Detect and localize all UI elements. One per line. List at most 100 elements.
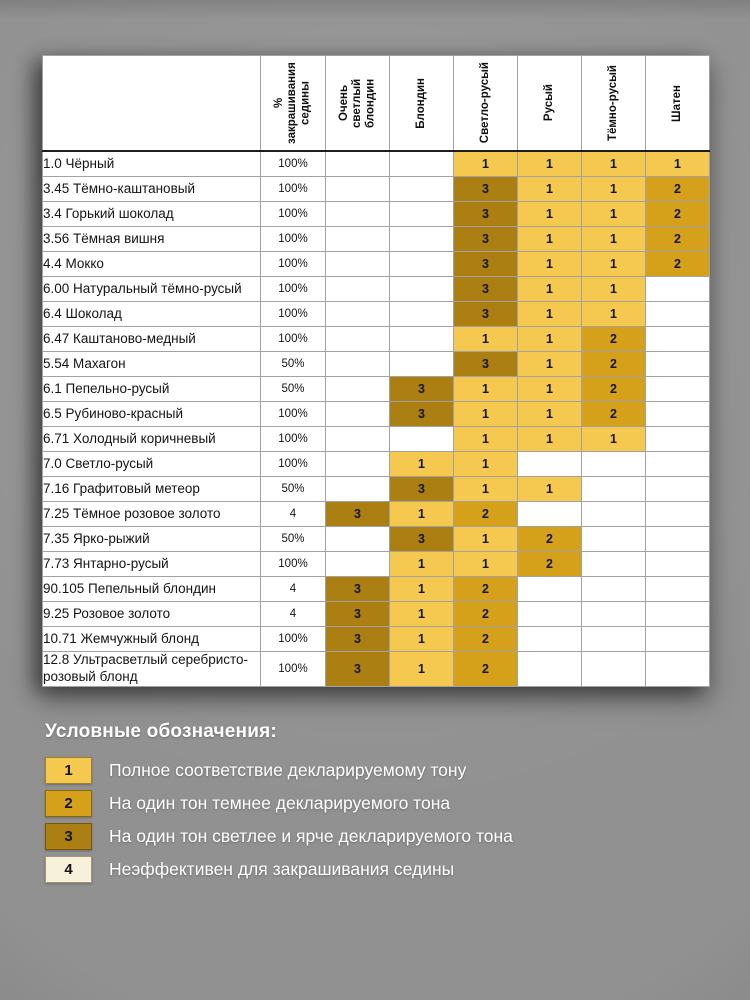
tone-result-cell (325, 150, 390, 177)
tone-result-cell: 1 (581, 276, 646, 302)
shade-name-cell: 1.0 Чёрный (42, 150, 261, 177)
tone-result-cell (645, 451, 710, 477)
tone-result-cell (581, 551, 646, 577)
table-row: 4.4 Мокко 100% 3 1 1 2 (42, 251, 710, 277)
tone-result-cell (645, 401, 710, 427)
tone-result-cell (645, 351, 710, 377)
legend-item: 2 На один тон темнее декларируемого тона (45, 790, 513, 817)
table-row: 5.54 Махагон 50% 3 1 2 (42, 351, 710, 377)
tone-result-cell: 1 (453, 526, 518, 552)
tone-result-cell: 1 (453, 476, 518, 502)
tone-result-cell (389, 351, 454, 377)
tone-result-cell: 3 (325, 651, 390, 687)
column-header: Очень светлый блондин (325, 55, 390, 152)
tone-result-cell (389, 301, 454, 327)
gray-coverage-cell: 100% (260, 326, 326, 352)
tone-result-cell (517, 601, 582, 627)
shade-name-cell: 90.105 Пепельный блондин (42, 576, 261, 602)
table-row: 7.25 Тёмное розовое золото 4 3 1 2 (42, 501, 710, 527)
legend-swatch: 1 (45, 757, 92, 784)
column-header: Светло-русый (453, 55, 518, 152)
tone-result-cell: 1 (645, 150, 710, 177)
tone-result-cell: 1 (517, 201, 582, 227)
column-header: Шатен (645, 55, 710, 152)
legend-swatch: 4 (45, 856, 92, 883)
tone-result-cell (517, 501, 582, 527)
tone-result-cell: 2 (453, 626, 518, 652)
gray-coverage-cell: 100% (260, 176, 326, 202)
gray-coverage-cell: 100% (260, 301, 326, 327)
tone-result-cell: 3 (389, 401, 454, 427)
tone-result-cell (645, 476, 710, 502)
tone-result-cell: 1 (517, 351, 582, 377)
table-row: 6.71 Холодный коричневый 100% 1 1 1 (42, 426, 710, 452)
table-row: 7.16 Графитовый метеор 50% 3 1 1 (42, 476, 710, 502)
tone-result-cell: 1 (517, 276, 582, 302)
tone-result-cell (325, 276, 390, 302)
tone-result-cell: 1 (389, 451, 454, 477)
tone-result-cell: 1 (517, 176, 582, 202)
legend-item-text: На один тон темнее декларируемого тона (109, 793, 451, 813)
tone-result-cell (581, 626, 646, 652)
tone-result-cell (645, 576, 710, 602)
hair-color-table: % закрашивания седины Очень светлый блонд… (42, 55, 710, 687)
tone-result-cell: 1 (389, 651, 454, 687)
tone-result-cell (645, 376, 710, 402)
tone-result-cell: 1 (581, 426, 646, 452)
tone-result-cell: 1 (581, 150, 646, 177)
tone-result-cell (325, 251, 390, 277)
tone-result-cell (645, 526, 710, 552)
tone-result-cell: 1 (517, 476, 582, 502)
table-row: 6.1 Пепельно-русый 50% 3 1 1 2 (42, 376, 710, 402)
shade-name-cell: 7.25 Тёмное розовое золото (42, 501, 261, 527)
table-row: 10.71 Жемчужный блонд 100% 3 1 2 (42, 626, 710, 652)
legend: Условные обозначения: 1 Полное соответств… (45, 721, 513, 889)
column-header-label: % закрашивания седины (273, 62, 312, 144)
gray-coverage-cell: 4 (260, 576, 326, 602)
gray-coverage-cell: 50% (260, 526, 326, 552)
shade-name-cell: 6.4 Шоколад (42, 301, 261, 327)
gray-coverage-cell: 100% (260, 251, 326, 277)
tone-result-cell: 1 (453, 150, 518, 177)
legend-item-text: Неэффективен для закрашивания седины (109, 859, 455, 879)
tone-result-cell: 1 (453, 326, 518, 352)
tone-result-cell: 2 (581, 351, 646, 377)
legend-item: 4 Неэффективен для закрашивания седины (45, 856, 513, 883)
gray-coverage-cell: 100% (260, 426, 326, 452)
column-header: Русый (517, 55, 582, 152)
tone-result-cell (645, 626, 710, 652)
gray-coverage-cell: 4 (260, 501, 326, 527)
legend-swatch: 2 (45, 790, 92, 817)
tone-result-cell (325, 351, 390, 377)
tone-result-cell: 1 (517, 226, 582, 252)
tone-result-cell: 1 (517, 426, 582, 452)
column-header-label: Очень светлый блондин (337, 78, 377, 128)
legend-item: 3 На один тон светлее и ярче декларируемо… (45, 823, 513, 850)
tone-result-cell: 1 (517, 326, 582, 352)
tone-result-cell (645, 651, 710, 687)
tone-result-cell: 2 (517, 551, 582, 577)
shade-name-cell: 6.1 Пепельно-русый (42, 376, 261, 402)
tone-result-cell: 1 (389, 601, 454, 627)
gray-coverage-cell: 50% (260, 376, 326, 402)
tone-result-cell (325, 226, 390, 252)
gray-coverage-cell: 100% (260, 226, 326, 252)
column-header: Тёмно-русый (581, 55, 646, 152)
table-row: 7.73 Янтарно-русый 100% 1 1 2 (42, 551, 710, 577)
table-row: 6.4 Шоколад 100% 3 1 1 (42, 301, 710, 327)
tone-result-cell (645, 301, 710, 327)
tone-result-cell (325, 526, 390, 552)
shade-name-cell: 10.71 Жемчужный блонд (42, 626, 261, 652)
shade-name-cell: 9.25 Розовое золото (42, 601, 261, 627)
tone-result-cell (517, 451, 582, 477)
tone-result-cell (325, 401, 390, 427)
shade-name-cell: 6.71 Холодный коричневый (42, 426, 261, 452)
tone-result-cell: 2 (517, 526, 582, 552)
tone-result-cell (389, 201, 454, 227)
shade-name-cell: 6.00 Натуральный тёмно-русый (42, 276, 261, 302)
tone-result-cell (389, 226, 454, 252)
tone-result-cell (645, 426, 710, 452)
tone-result-cell: 3 (453, 351, 518, 377)
tone-result-cell: 2 (453, 601, 518, 627)
